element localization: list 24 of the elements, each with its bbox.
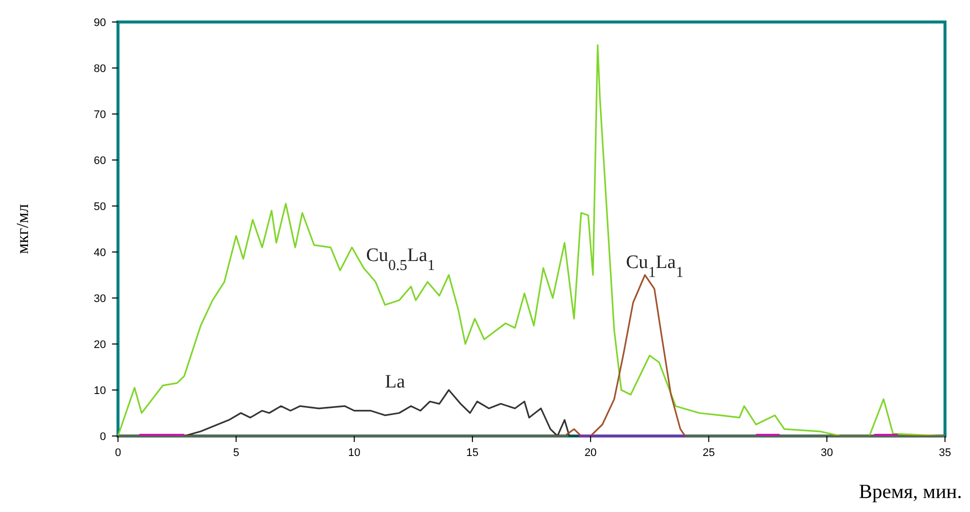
x-tick-label: 25 [702, 447, 715, 459]
y-tick-label: 70 [94, 109, 106, 121]
y-tick-label: 60 [94, 155, 106, 167]
x-tick-label: 5 [233, 447, 240, 459]
series-label: La [385, 372, 406, 393]
y-tick-label: 30 [94, 293, 106, 305]
x-axis-title: Время, мин. [858, 481, 962, 503]
y-tick-label: 50 [94, 201, 106, 213]
x-tick-label: 10 [348, 447, 360, 459]
x-tick-label: 15 [466, 447, 479, 459]
y-tick-label: 80 [94, 63, 106, 75]
y-tick-label: 90 [94, 17, 106, 29]
series-label: Cu$_{0.5}$La$_{1}$ [366, 245, 435, 274]
y-tick-label: 0 [100, 431, 106, 443]
x-tick-label: 20 [584, 447, 597, 459]
y-tick-label: 10 [94, 385, 106, 397]
y-axis-title: мкг/мл [13, 204, 32, 254]
line-series [183, 389, 582, 437]
x-tick-label: 0 [114, 447, 122, 459]
series-label: Cu$_{1}$La$_{1}$ [626, 252, 684, 281]
y-tick-label: 40 [94, 247, 106, 259]
y-tick-label: 20 [94, 339, 106, 351]
x-tick-label: 30 [820, 447, 833, 459]
x-tick-label: 35 [938, 447, 952, 459]
